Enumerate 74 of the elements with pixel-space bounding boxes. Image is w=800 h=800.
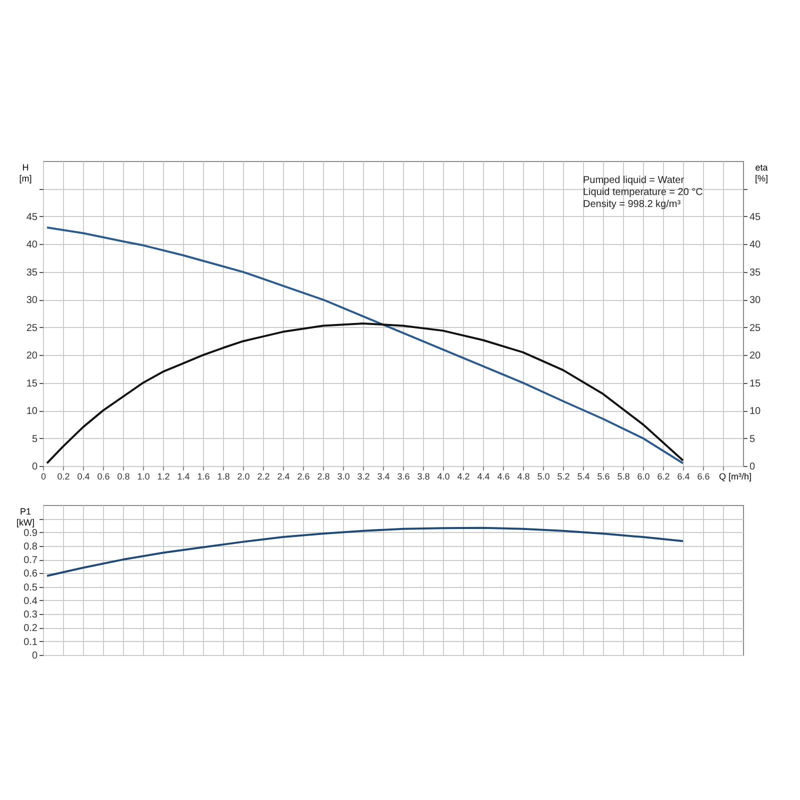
- x-tick-label: 4.8: [517, 472, 530, 482]
- x-tick-label: 6.6: [697, 472, 710, 482]
- y-tick-label: 0.8: [24, 541, 38, 552]
- x-tick-label: 0.2: [57, 472, 70, 482]
- y2-tick-label: 15: [750, 378, 762, 390]
- x-tick-label: 4.2: [457, 472, 470, 482]
- x-tick-label: 2.8: [317, 472, 330, 482]
- x-tick-label: 0.6: [97, 472, 110, 482]
- y-tick-label: 0.5: [24, 582, 38, 594]
- x-tick-label: 5.2: [557, 472, 570, 482]
- annotation: Pumped liquid = Water: [583, 175, 685, 186]
- x-tick-label: 2.4: [277, 472, 290, 482]
- y2-tick-label: 40: [750, 240, 762, 251]
- y-tick-label: 30: [26, 295, 38, 306]
- x-tick-label: 0.4: [77, 472, 90, 482]
- y-tick-label: 0.2: [24, 623, 38, 634]
- y-tick-label: 0.3: [24, 610, 38, 621]
- x-tick-label: 6.2: [657, 472, 670, 482]
- x-tick-label: 1.2: [157, 472, 170, 482]
- x-tick-label: 3.0: [337, 472, 350, 482]
- y-tick-label: 40: [26, 240, 38, 251]
- x-tick-label: 6.0: [637, 472, 650, 482]
- y-axis-title: H [m]: [19, 162, 32, 184]
- line-series: [46, 226, 684, 464]
- line-series: [46, 526, 684, 577]
- y-axis-title: P1 [kW]: [16, 506, 34, 528]
- x-tick-label: 3.6: [397, 472, 410, 482]
- x-axis-title: Q [m³/h]: [718, 472, 752, 482]
- x-tick-label: 4.6: [497, 472, 510, 482]
- annotation: Liquid temperature = 20 °C: [583, 187, 703, 198]
- y2-tick-label: 5: [750, 434, 756, 445]
- y-tick-label: 0.4: [24, 596, 38, 607]
- y2-tick-label: 35: [750, 267, 762, 278]
- x-tick-label: 2.2: [257, 472, 270, 482]
- x-tick-label: 0.8: [117, 472, 130, 482]
- x-tick-label: 1.8: [217, 472, 230, 482]
- y-tick-label: 45: [26, 212, 38, 223]
- x-tick-label: 4.4: [477, 472, 490, 482]
- annotation: Density = 998.2 kg/m³: [583, 199, 682, 210]
- line-series: [46, 322, 684, 464]
- y-tick-label: 0: [32, 462, 38, 472]
- x-tick-label: 5.4: [577, 472, 590, 482]
- y2-tick-label: 25: [750, 322, 762, 334]
- y-tick-label: 15: [26, 378, 38, 390]
- x-tick-label: 5.6: [597, 472, 610, 482]
- y2-tick-label: 30: [750, 295, 762, 306]
- y-tick-label: 0: [32, 650, 38, 662]
- y-tick-label: 5: [32, 434, 38, 445]
- y-tick-label: 35: [26, 267, 38, 278]
- y-tick-label: 0.1: [24, 636, 38, 648]
- x-tick-label: 1.4: [177, 472, 190, 482]
- y-tick-label: 20: [26, 350, 38, 362]
- x-tick-label: 0: [40, 472, 46, 482]
- y2-axis-title: eta [%]: [754, 162, 768, 184]
- y2-tick-label: 10: [750, 406, 762, 418]
- x-tick-label: 2.0: [237, 472, 250, 482]
- x-tick-label: 6.4: [677, 472, 690, 482]
- y-tick-label: 25: [26, 322, 38, 334]
- y2-tick-label: 0: [750, 462, 756, 472]
- x-tick-label: 4.0: [437, 472, 450, 482]
- x-tick-label: 5.0: [537, 472, 550, 482]
- x-tick-label: 5.8: [617, 472, 630, 482]
- x-tick-label: 2.6: [297, 472, 310, 482]
- x-tick-label: 1.6: [197, 472, 210, 482]
- x-tick-label: 3.2: [357, 472, 370, 482]
- y2-tick-label: 45: [750, 212, 762, 223]
- x-tick-label: 3.4: [377, 472, 390, 482]
- x-tick-label: 3.8: [417, 472, 430, 482]
- y-tick-label: 10: [26, 406, 38, 418]
- y-tick-label: 0.7: [24, 555, 38, 566]
- y-tick-label: 0.6: [24, 568, 38, 580]
- y2-tick-label: 20: [750, 350, 762, 362]
- y-tick-label: 0.9: [24, 528, 38, 539]
- x-tick-label: 1.0: [137, 472, 150, 482]
